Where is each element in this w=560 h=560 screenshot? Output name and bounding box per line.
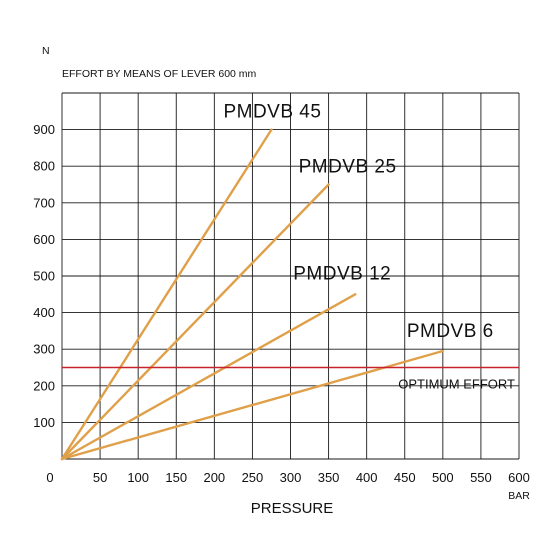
x-tick-label-50: 50 <box>93 470 107 485</box>
series-label-pmdvb-12: PMDVB 12 <box>293 263 391 284</box>
y-axis-title: EFFORT BY MEANS OF LEVER 600 mm <box>62 68 257 80</box>
y-unit-label: N <box>42 45 50 57</box>
series-line-pmdvb-25 <box>60 183 330 461</box>
x-tick-label-600: 600 <box>508 470 530 485</box>
x-tick-label-150: 150 <box>165 470 187 485</box>
x-unit-label: BAR <box>508 490 530 502</box>
series-line-pmdvb-6 <box>60 349 445 461</box>
series-line-pmdvb-12 <box>60 293 357 461</box>
optimum-effort-label: OPTIMUM EFFORT <box>398 377 515 392</box>
y-tick-label-800: 800 <box>33 159 55 174</box>
y-tick-label-300: 300 <box>33 342 55 357</box>
x-tick-label-250: 250 <box>242 470 264 485</box>
x-tick-label-350: 350 <box>318 470 340 485</box>
series-labels: PMDVB 45 PMDVB 25 PMDVB 12 PMDVB 6 <box>223 102 493 342</box>
x-tick-label-100: 100 <box>127 470 149 485</box>
series-line-pmdvb-45 <box>60 128 273 461</box>
y-tick-label-200: 200 <box>33 378 55 393</box>
x-tick-label-500: 500 <box>432 470 454 485</box>
y-tick-label-100: 100 <box>33 415 55 430</box>
series-label-pmdvb-25: PMDVB 25 <box>299 157 397 178</box>
y-tick-label-400: 400 <box>33 305 55 320</box>
x-tick-labels: 0 50 100 150 200 250 300 350 400 450 500 550 600 <box>46 470 529 485</box>
y-tick-label-700: 700 <box>33 195 55 210</box>
series-label-pmdvb-6: PMDVB 6 <box>407 321 494 342</box>
reference-line-group: OPTIMUM EFFORT <box>62 366 519 392</box>
x-tick-label-550: 550 <box>470 470 492 485</box>
series-lines <box>60 128 445 461</box>
y-tick-labels: 100 200 300 400 500 600 700 800 900 <box>33 122 55 430</box>
x-tick-label-450: 450 <box>394 470 416 485</box>
series-label-pmdvb-45: PMDVB 45 <box>223 102 321 123</box>
y-tick-label-500: 500 <box>33 269 55 284</box>
x-axis-title: PRESSURE <box>251 500 334 517</box>
x-tick-label-0: 0 <box>46 470 53 485</box>
y-tick-label-900: 900 <box>33 122 55 137</box>
x-tick-label-300: 300 <box>280 470 302 485</box>
y-tick-label-600: 600 <box>33 232 55 247</box>
x-tick-label-200: 200 <box>203 470 225 485</box>
x-tick-label-400: 400 <box>356 470 378 485</box>
grid <box>61 92 520 460</box>
